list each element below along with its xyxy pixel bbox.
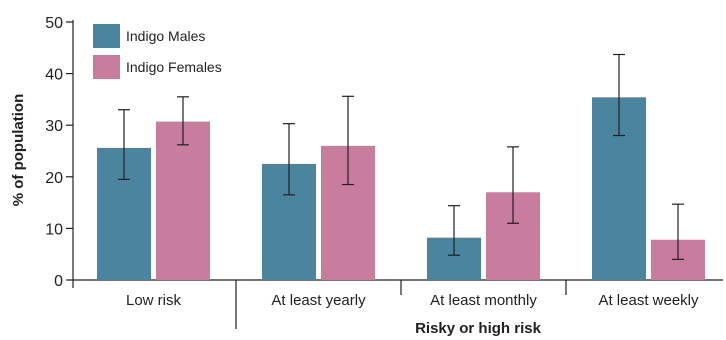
- bars: [97, 97, 705, 280]
- legend-swatch: [93, 24, 120, 48]
- y-tick-label: 50: [45, 15, 63, 32]
- x-tick-label: At least monthly: [430, 292, 537, 309]
- x-tick-label: Low risk: [126, 292, 182, 309]
- legend-label: Indigo Females: [126, 59, 222, 75]
- y-axis-title: % of population: [10, 94, 27, 206]
- y-axis: 0 10 20 30 40 50: [45, 15, 74, 290]
- bar: [156, 121, 210, 280]
- y-tick-label: 40: [45, 67, 63, 84]
- legend: Indigo Males Indigo Females: [93, 24, 222, 79]
- y-tick-label: 30: [45, 118, 63, 135]
- y-tick-label: 0: [54, 273, 63, 290]
- x-tick-label: At least yearly: [271, 292, 366, 309]
- x-tick-label: At least weekly: [598, 292, 699, 309]
- error-bars: [118, 53, 684, 260]
- legend-swatch: [93, 55, 120, 79]
- x-axis: Low risk At least yearly At least monthly A…: [73, 279, 723, 329]
- y-tick-label: 20: [45, 170, 63, 187]
- y-tick-label: 10: [45, 221, 63, 238]
- x-group-label: Risky or high risk: [415, 320, 542, 337]
- legend-label: Indigo Males: [126, 28, 205, 44]
